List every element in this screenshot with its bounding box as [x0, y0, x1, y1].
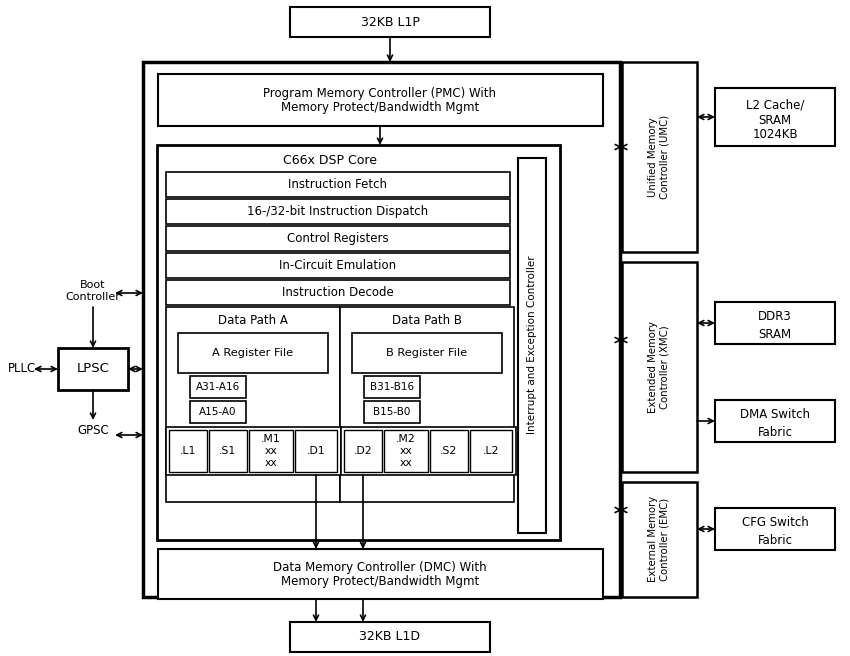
Text: B15-B0: B15-B0 [373, 407, 411, 417]
Bar [290, 7, 490, 37]
Text: Control Registers: Control Registers [287, 232, 388, 245]
Text: 16-/32-bit Instruction Dispatch: 16-/32-bit Instruction Dispatch [247, 205, 428, 218]
Bar [158, 549, 603, 599]
Bar [622, 62, 697, 252]
Bar [190, 376, 246, 398]
Text: 1024KB: 1024KB [752, 129, 798, 142]
Text: Memory Protect/Bandwidth Mgmt: Memory Protect/Bandwidth Mgmt [280, 100, 479, 113]
Bar [209, 430, 247, 472]
Text: .D2: .D2 [354, 446, 372, 456]
Text: .L2: .L2 [483, 446, 499, 456]
Bar [352, 333, 502, 373]
Bar [622, 482, 697, 597]
Text: .M2
xx
xx: .M2 xx xx [396, 434, 416, 468]
Text: DDR3: DDR3 [758, 310, 792, 323]
Text: SRAM: SRAM [758, 327, 791, 340]
Bar [364, 401, 420, 423]
Text: Data Memory Controller (DMC) With: Data Memory Controller (DMC) With [273, 562, 487, 575]
Text: Fabric: Fabric [757, 533, 792, 546]
Bar [290, 622, 490, 652]
Bar [143, 62, 620, 597]
Bar [166, 226, 510, 251]
Bar [518, 158, 546, 533]
Bar [340, 307, 514, 502]
Bar [341, 427, 516, 475]
Text: Memory Protect/Bandwidth Mgmt: Memory Protect/Bandwidth Mgmt [280, 575, 479, 588]
Text: Instruction Decode: Instruction Decode [282, 286, 394, 299]
Text: Controller: Controller [65, 292, 121, 302]
Text: SRAM: SRAM [758, 113, 791, 127]
Bar [166, 307, 340, 502]
Bar [58, 348, 128, 390]
Bar [715, 508, 835, 550]
Text: B31-B16: B31-B16 [370, 382, 414, 392]
Text: LPSC: LPSC [76, 363, 110, 375]
Text: Extended Memory
Controller (XMC): Extended Memory Controller (XMC) [649, 321, 670, 413]
Bar [166, 280, 510, 305]
Bar [470, 430, 512, 472]
Text: A Register File: A Register File [212, 348, 293, 358]
Text: .L1: .L1 [180, 446, 196, 456]
Bar [166, 427, 341, 475]
Text: Instruction Fetch: Instruction Fetch [288, 178, 388, 191]
Text: .S1: .S1 [219, 446, 236, 456]
Text: External Memory
Controller (EMC): External Memory Controller (EMC) [649, 496, 670, 582]
Bar [622, 262, 697, 472]
Text: Boot: Boot [80, 280, 105, 290]
Text: .D1: .D1 [307, 446, 326, 456]
Text: C66x DSP Core: C66x DSP Core [283, 154, 377, 167]
Text: .M1
xx
xx: .M1 xx xx [261, 434, 280, 468]
Bar [384, 430, 428, 472]
Text: Data Path A: Data Path A [218, 314, 288, 327]
Bar [364, 376, 420, 398]
Bar [715, 88, 835, 146]
Bar [249, 430, 293, 472]
Text: PLLC: PLLC [8, 363, 36, 375]
Bar [430, 430, 468, 472]
Text: DMA Switch: DMA Switch [740, 409, 810, 422]
Text: .S2: .S2 [440, 446, 457, 456]
Text: A15-A0: A15-A0 [199, 407, 237, 417]
Text: 32KB L1P: 32KB L1P [360, 16, 419, 28]
Bar [715, 302, 835, 344]
Text: In-Circuit Emulation: In-Circuit Emulation [280, 259, 397, 272]
Text: CFG Switch: CFG Switch [741, 516, 808, 529]
Bar [295, 430, 337, 472]
Bar [178, 333, 328, 373]
Text: B Register File: B Register File [387, 348, 468, 358]
Bar [166, 172, 510, 197]
Bar [166, 253, 510, 278]
Text: GPSC: GPSC [77, 424, 109, 436]
Bar [166, 199, 510, 224]
Bar [190, 401, 246, 423]
Text: A31-A16: A31-A16 [196, 382, 240, 392]
Bar [344, 430, 382, 472]
Bar [715, 400, 835, 442]
Text: Program Memory Controller (PMC) With: Program Memory Controller (PMC) With [264, 87, 496, 100]
Text: Interrupt and Exception Controller: Interrupt and Exception Controller [527, 256, 537, 434]
Text: L2 Cache/: L2 Cache/ [745, 98, 804, 112]
Bar [157, 145, 560, 540]
Text: Unified Memory
Controller (UMC): Unified Memory Controller (UMC) [649, 115, 670, 199]
Text: 32KB L1D: 32KB L1D [360, 630, 421, 644]
Text: Fabric: Fabric [757, 426, 792, 438]
Bar [158, 74, 603, 126]
Text: Data Path B: Data Path B [392, 314, 462, 327]
Bar [169, 430, 207, 472]
